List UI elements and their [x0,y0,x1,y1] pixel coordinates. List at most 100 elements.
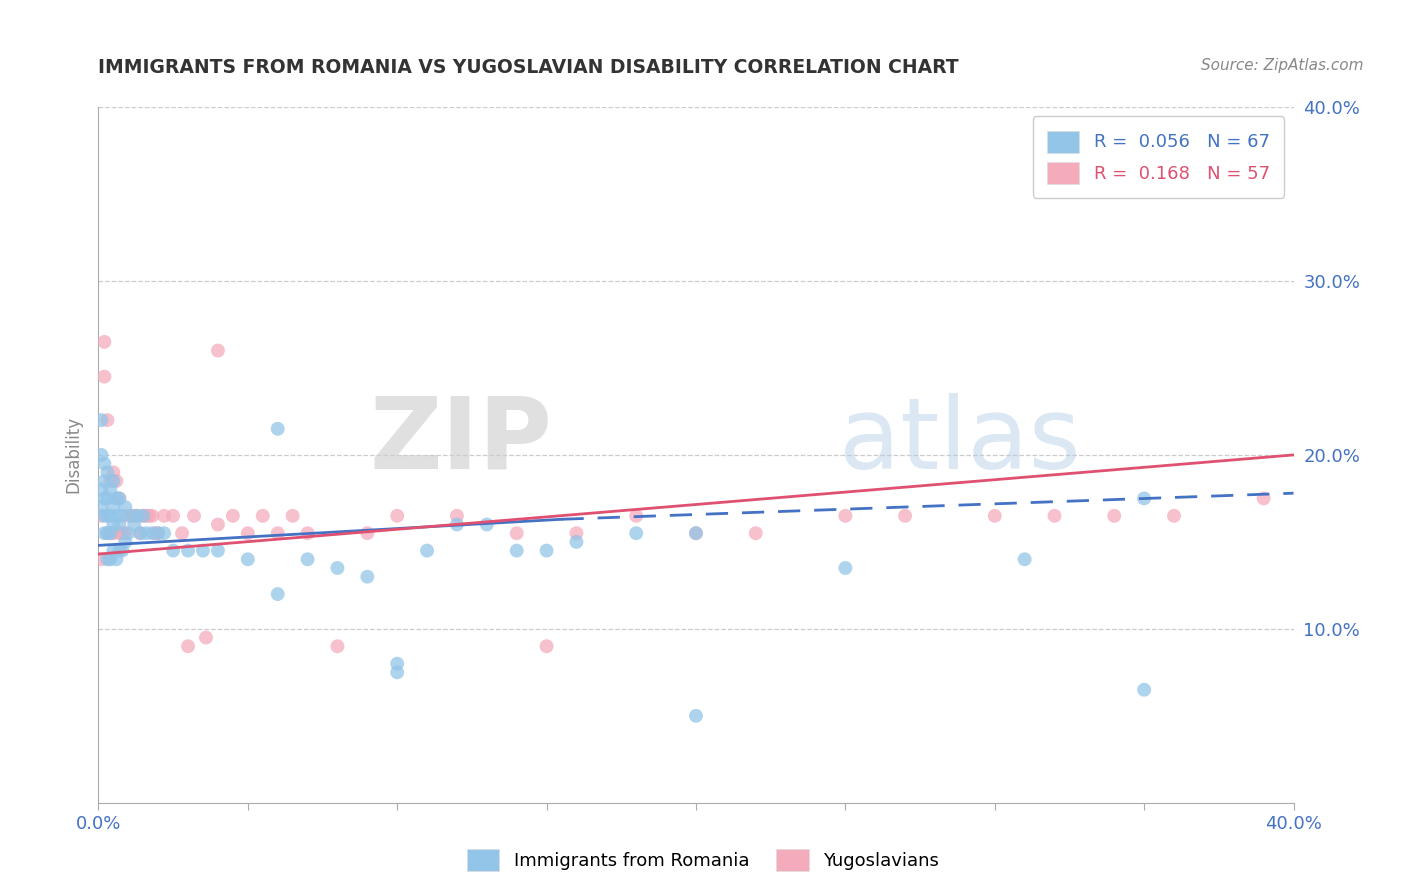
Point [506,526,529,541]
Point [191,543,214,558]
Point [135,508,157,523]
Point [90,500,112,514]
Point [93,491,115,506]
Point [222,508,245,523]
Point [141,508,163,523]
Point [1133,491,1156,506]
Point [385,508,409,523]
Point [685,708,707,723]
Point [90,483,112,497]
Point [96,508,118,523]
Point [105,491,128,506]
Point [1104,508,1126,523]
Point [685,526,707,541]
Point [565,526,588,541]
Point [93,526,115,541]
Text: atlas: atlas [839,392,1081,490]
Point [111,543,134,558]
Point [172,526,194,541]
Point [90,552,112,566]
Text: Source: ZipAtlas.com: Source: ZipAtlas.com [1201,58,1364,73]
Point [236,552,259,566]
Point [120,508,142,523]
Legend: Immigrants from Romania, Yugoslavians: Immigrants from Romania, Yugoslavians [460,842,946,879]
Point [129,526,152,541]
Point [105,508,128,523]
Point [96,526,118,541]
Point [90,413,112,427]
Y-axis label: Disability: Disability [65,417,83,493]
Point [138,508,160,523]
Point [416,543,439,558]
Point [162,543,184,558]
Point [96,526,118,541]
Point [114,526,136,541]
Point [93,457,115,471]
Point [100,526,122,541]
Point [356,526,378,541]
Point [177,639,200,653]
Point [207,517,229,532]
Point [103,466,125,480]
Point [96,491,118,506]
Point [100,508,122,523]
Point [124,517,146,532]
Point [105,474,128,488]
Point [114,500,136,514]
Point [326,639,349,653]
Point [105,552,128,566]
Point [100,552,122,566]
Point [103,517,125,532]
Point [183,508,205,523]
Point [93,508,115,523]
Legend: R =  0.056   N = 67, R =  0.168   N = 57: R = 0.056 N = 67, R = 0.168 N = 57 [1032,116,1285,198]
Point [446,508,468,523]
Point [506,543,529,558]
Text: IMMIGRANTS FROM ROMANIA VS YUGOSLAVIAN DISABILITY CORRELATION CHART: IMMIGRANTS FROM ROMANIA VS YUGOSLAVIAN D… [98,58,959,77]
Point [93,474,115,488]
Point [127,508,149,523]
Point [195,631,218,645]
Point [117,526,139,541]
Point [356,570,378,584]
Point [1133,682,1156,697]
Point [834,508,856,523]
Point [565,534,588,549]
Point [267,587,290,601]
Text: ZIP: ZIP [370,392,553,490]
Point [162,508,184,523]
Point [685,526,707,541]
Point [96,552,118,566]
Point [103,543,125,558]
Point [626,526,648,541]
Point [984,508,1007,523]
Point [326,561,349,575]
Point [143,526,166,541]
Point [153,526,176,541]
Point [103,526,125,541]
Point [148,526,170,541]
Point [536,543,558,558]
Point [1043,508,1066,523]
Point [385,657,409,671]
Point [114,534,136,549]
Point [153,508,176,523]
Point [626,508,648,523]
Point [103,500,125,514]
Point [267,422,290,436]
Point [100,483,122,497]
Point [96,466,118,480]
Point [100,526,122,541]
Point [281,508,304,523]
Point [108,517,131,532]
Point [148,526,170,541]
Point [141,526,163,541]
Point [297,552,319,566]
Point [132,508,155,523]
Point [297,526,319,541]
Point [120,508,142,523]
Point [1253,491,1275,506]
Point [475,517,498,532]
Point [745,526,768,541]
Point [207,543,229,558]
